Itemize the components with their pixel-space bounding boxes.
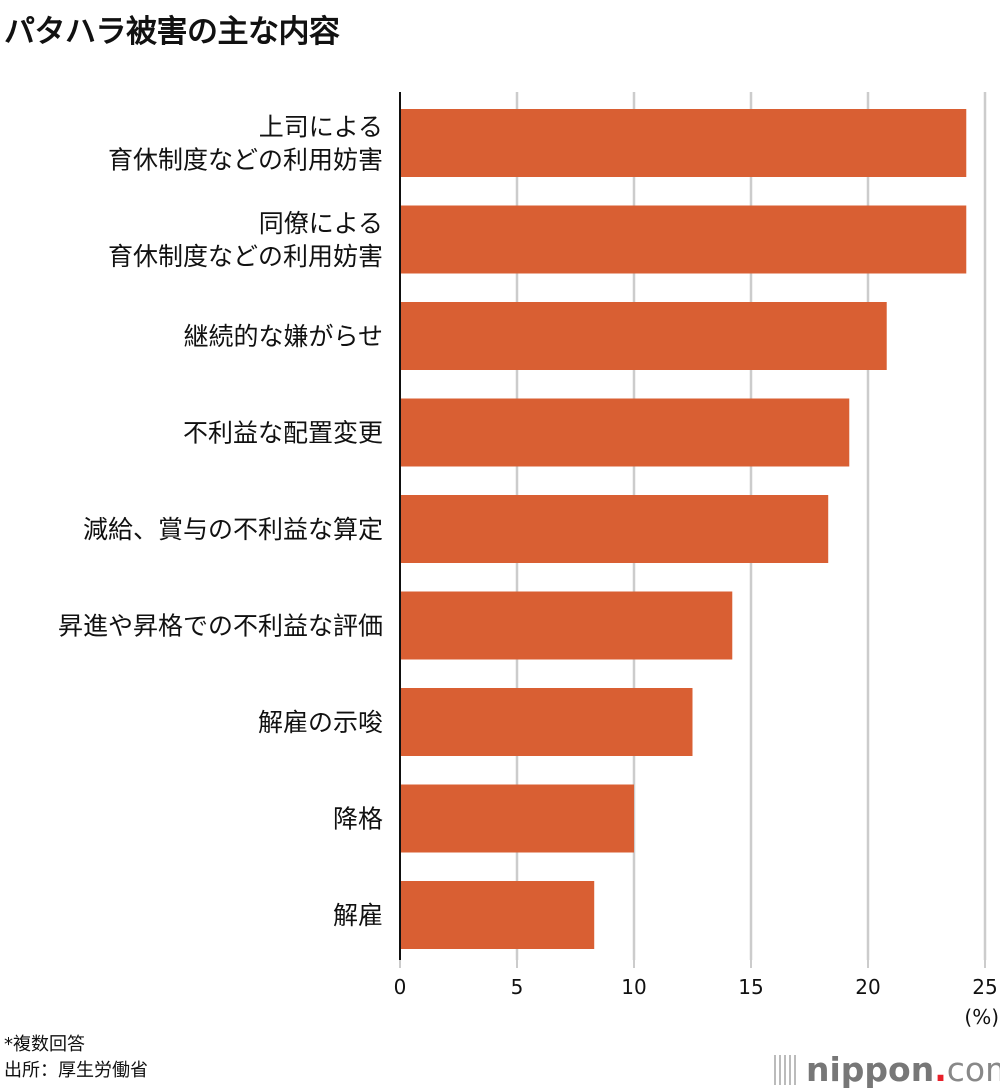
x-tick-label: 15 — [738, 975, 763, 999]
bar — [400, 205, 967, 274]
bar — [400, 109, 967, 177]
category-label: 昇進や昇格での不利益な評価 — [58, 612, 383, 641]
chart-title: パタハラ被害の主な内容 — [4, 14, 340, 50]
logo-tld: com — [946, 1050, 1000, 1089]
x-tick-label: 0 — [394, 975, 407, 999]
bar — [400, 302, 887, 370]
category-label: 継続的な嫌がらせ — [183, 322, 383, 351]
category-label: 育休制度などの利用妨害 — [108, 146, 383, 175]
bar — [400, 591, 733, 660]
category-label: 同僚による — [259, 209, 383, 238]
x-tick-label: 20 — [855, 975, 880, 999]
nippon-logo: nippon.com — [774, 1050, 1000, 1089]
category-label: 不利益な配置変更 — [183, 419, 383, 448]
bar — [400, 398, 850, 467]
note-multiple-answers: *複数回答 — [4, 1034, 85, 1055]
bar — [400, 495, 829, 563]
category-label: 解雇の示唆 — [258, 708, 383, 737]
category-label: 減給、賞与の不利益な算定 — [83, 515, 383, 544]
x-tick-label: 5 — [511, 975, 524, 999]
x-tick-label: 25 — [972, 975, 997, 999]
logo-name: nippon — [806, 1050, 935, 1089]
bar-chart: 0 5 10 15 20 25(%)上司による育休制度などの利用妨害同僚による育休制度など… — [58, 92, 999, 1029]
category-label: 育休制度などの利用妨害 — [108, 242, 383, 271]
bar — [400, 881, 595, 949]
bar — [400, 688, 693, 756]
category-label: 上司による — [259, 113, 383, 142]
logo-mark-icon — [774, 1054, 798, 1085]
x-tick-label: 10 — [621, 975, 646, 999]
x-unit-label: (%) — [964, 1005, 999, 1029]
source-note: 出所：厚生労働省 — [4, 1060, 148, 1081]
category-label: 解雇 — [333, 901, 383, 930]
bar — [400, 784, 634, 853]
logo-dot: . — [934, 1050, 947, 1089]
category-label: 降格 — [333, 805, 383, 834]
